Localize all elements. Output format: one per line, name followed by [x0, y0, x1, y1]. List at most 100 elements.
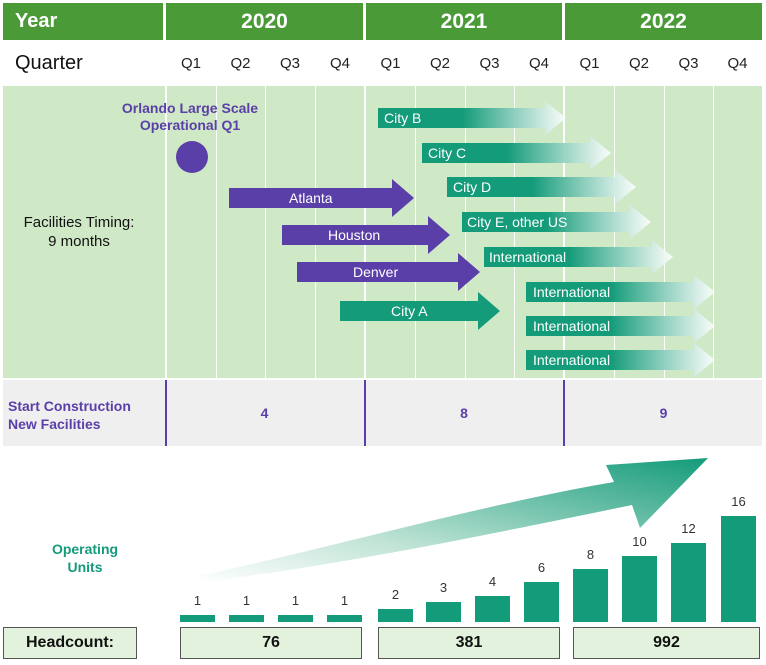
quarter-cell: Q3 — [678, 54, 699, 72]
arrow-international-4 — [526, 343, 715, 377]
headcount-2021-box: 381 — [378, 627, 560, 659]
arrow-label-international: International — [533, 352, 611, 368]
quarter-gridline — [165, 86, 167, 378]
arrow-city-a — [340, 292, 500, 330]
arrow-label-international: International — [533, 318, 611, 334]
arrow-international-3 — [526, 309, 715, 343]
operating-units-value-label: 16 — [731, 494, 746, 509]
operating-units-bar — [378, 608, 413, 622]
arrow-city-d — [447, 170, 636, 204]
operating-units-value-label: 6 — [537, 560, 546, 576]
operating-units-value-label: 2 — [391, 586, 400, 602]
operating-units-value-label: 1 — [193, 593, 202, 609]
start-construction-2022: 9 — [659, 405, 668, 421]
operating-units-bar — [573, 569, 608, 622]
start-separator — [165, 380, 167, 446]
start-construction-2021: 8 — [460, 405, 468, 421]
quarter-cell: Q1 — [180, 54, 201, 72]
operating-units-value-label: 1 — [340, 593, 349, 609]
arrow-label-city-b: City B — [384, 110, 422, 126]
headcount-2020-box: 76 — [180, 627, 362, 659]
arrow-label-international: International — [533, 284, 611, 300]
quarter-cell: Q4 — [329, 54, 350, 72]
year-2020-text: 2020 — [241, 9, 288, 33]
arrow-label-denver: Denver — [353, 264, 399, 280]
headcount-label-box: Headcount: — [3, 627, 137, 659]
operating-units-bar — [327, 615, 362, 622]
quarter-cell: Q4 — [528, 54, 549, 72]
orlando-label: Orlando Large Scale Operational Q1 — [100, 100, 280, 134]
operating-units-bar — [721, 516, 756, 622]
year-label-text: Year — [15, 10, 58, 32]
headcount-2022: 992 — [653, 634, 680, 651]
arrow-label-city-a: City A — [391, 303, 428, 319]
operating-units-value-label: 4 — [488, 573, 497, 589]
quarter-row: Quarter Q1 Q2 Q3 Q4 Q1 Q2 Q3 Q4 Q1 Q2 Q3… — [0, 42, 766, 84]
operating-units-bar — [622, 555, 657, 622]
arrow-atlanta — [229, 179, 414, 217]
operating-units-bar — [524, 582, 559, 622]
quarter-gridline — [216, 86, 217, 378]
operating-units-value-label: 10 — [632, 533, 647, 549]
quarter-gridline — [664, 86, 665, 378]
facilities-timing-line2: 9 months — [48, 233, 110, 250]
facilities-timing-label: Facilities Timing: 9 months — [5, 213, 153, 251]
operating-units-value-label: 1 — [291, 593, 300, 609]
quarter-label: Quarter — [15, 52, 83, 74]
year-2021-header: 2021 — [366, 3, 562, 40]
quarter-cell: Q1 — [380, 54, 401, 72]
operating-units-value-label: 1 — [242, 593, 251, 609]
arrow-label-city-c: City C — [428, 145, 467, 161]
start-construction-2020: 4 — [260, 405, 269, 421]
arrow-city-e — [462, 205, 651, 239]
operating-units-value-label: 3 — [439, 580, 448, 596]
quarter-cell: Q2 — [628, 54, 649, 72]
headcount-2020: 76 — [262, 634, 280, 651]
operating-units-value-label: 12 — [681, 520, 696, 536]
quarter-cell: Q4 — [727, 54, 748, 72]
arrow-label-city-d: City D — [453, 179, 492, 195]
operating-units-label: Operating Units — [20, 540, 150, 576]
operating-units-bar — [278, 615, 313, 622]
arrow-denver — [297, 253, 480, 291]
growth-arrow-icon — [198, 458, 708, 582]
headcount-2022-box: 992 — [573, 627, 760, 659]
quarter-cell: Q3 — [279, 54, 300, 72]
headcount-label: Headcount: — [26, 634, 114, 651]
start-separator — [364, 380, 366, 446]
start-construction-line1: Start Construction — [8, 398, 131, 414]
orlando-label-line1: Orlando Large Scale — [121, 100, 259, 116]
year-2020-header: 2020 — [166, 3, 363, 40]
start-construction-row — [3, 380, 762, 446]
quarter-gridline — [265, 86, 266, 378]
operating-units-line1: Operating — [51, 541, 119, 557]
start-separator — [563, 380, 565, 446]
operating-units-bar — [475, 595, 510, 622]
quarter-cell: Q1 — [579, 54, 600, 72]
arrow-houston — [282, 216, 450, 254]
orlando-label-line2: Operational Q1 — [139, 117, 241, 133]
arrow-label-international: International — [489, 249, 567, 265]
quarter-cell: Q2 — [429, 54, 450, 72]
arrow-international-2 — [526, 275, 715, 309]
arrow-city-b — [378, 101, 566, 135]
headcount-2021: 381 — [455, 634, 483, 651]
year-2021-text: 2021 — [440, 9, 488, 33]
arrow-label-city-e: City E, other US — [467, 214, 568, 230]
start-construction-label: Start Construction New Facilities — [8, 397, 163, 433]
arrow-city-c — [422, 136, 611, 170]
year-header-label: Year — [3, 3, 163, 40]
arrow-label-houston: Houston — [328, 227, 381, 243]
operating-units-bar — [671, 542, 706, 622]
quarter-cell: Q3 — [479, 54, 500, 72]
operating-units-bar — [180, 615, 215, 622]
facilities-timing-line1: Facilities Timing: — [23, 214, 135, 231]
quarter-cell: Q2 — [230, 54, 251, 72]
operating-units-line2: Units — [67, 559, 103, 575]
year-2022-header: 2022 — [565, 3, 762, 40]
orlando-dot-icon — [176, 141, 208, 173]
operating-units-value-label: 8 — [586, 547, 595, 562]
arrow-label-atlanta: Atlanta — [289, 190, 333, 206]
